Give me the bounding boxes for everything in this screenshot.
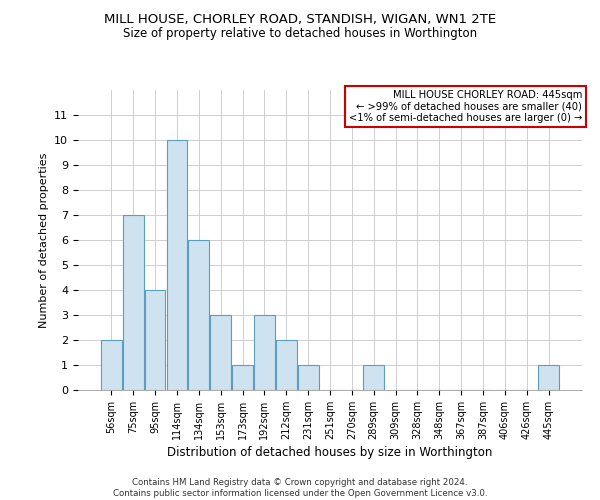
X-axis label: Distribution of detached houses by size in Worthington: Distribution of detached houses by size …	[167, 446, 493, 459]
Bar	[298, 365, 319, 390]
Bar	[188, 240, 209, 390]
Bar	[167, 140, 187, 390]
Bar	[123, 215, 143, 390]
Y-axis label: Number of detached properties: Number of detached properties	[39, 152, 49, 328]
Text: Contains HM Land Registry data © Crown copyright and database right 2024.
Contai: Contains HM Land Registry data © Crown c…	[113, 478, 487, 498]
Bar	[145, 290, 166, 390]
Bar	[254, 315, 275, 390]
Bar	[232, 365, 253, 390]
Bar	[210, 315, 231, 390]
Text: MILL HOUSE CHORLEY ROAD: 445sqm
← >99% of detached houses are smaller (40)
<1% o: MILL HOUSE CHORLEY ROAD: 445sqm ← >99% o…	[349, 90, 582, 123]
Bar	[101, 340, 122, 390]
Text: Size of property relative to detached houses in Worthington: Size of property relative to detached ho…	[123, 28, 477, 40]
Bar	[276, 340, 296, 390]
Bar	[364, 365, 384, 390]
Bar	[538, 365, 559, 390]
Text: MILL HOUSE, CHORLEY ROAD, STANDISH, WIGAN, WN1 2TE: MILL HOUSE, CHORLEY ROAD, STANDISH, WIGA…	[104, 12, 496, 26]
